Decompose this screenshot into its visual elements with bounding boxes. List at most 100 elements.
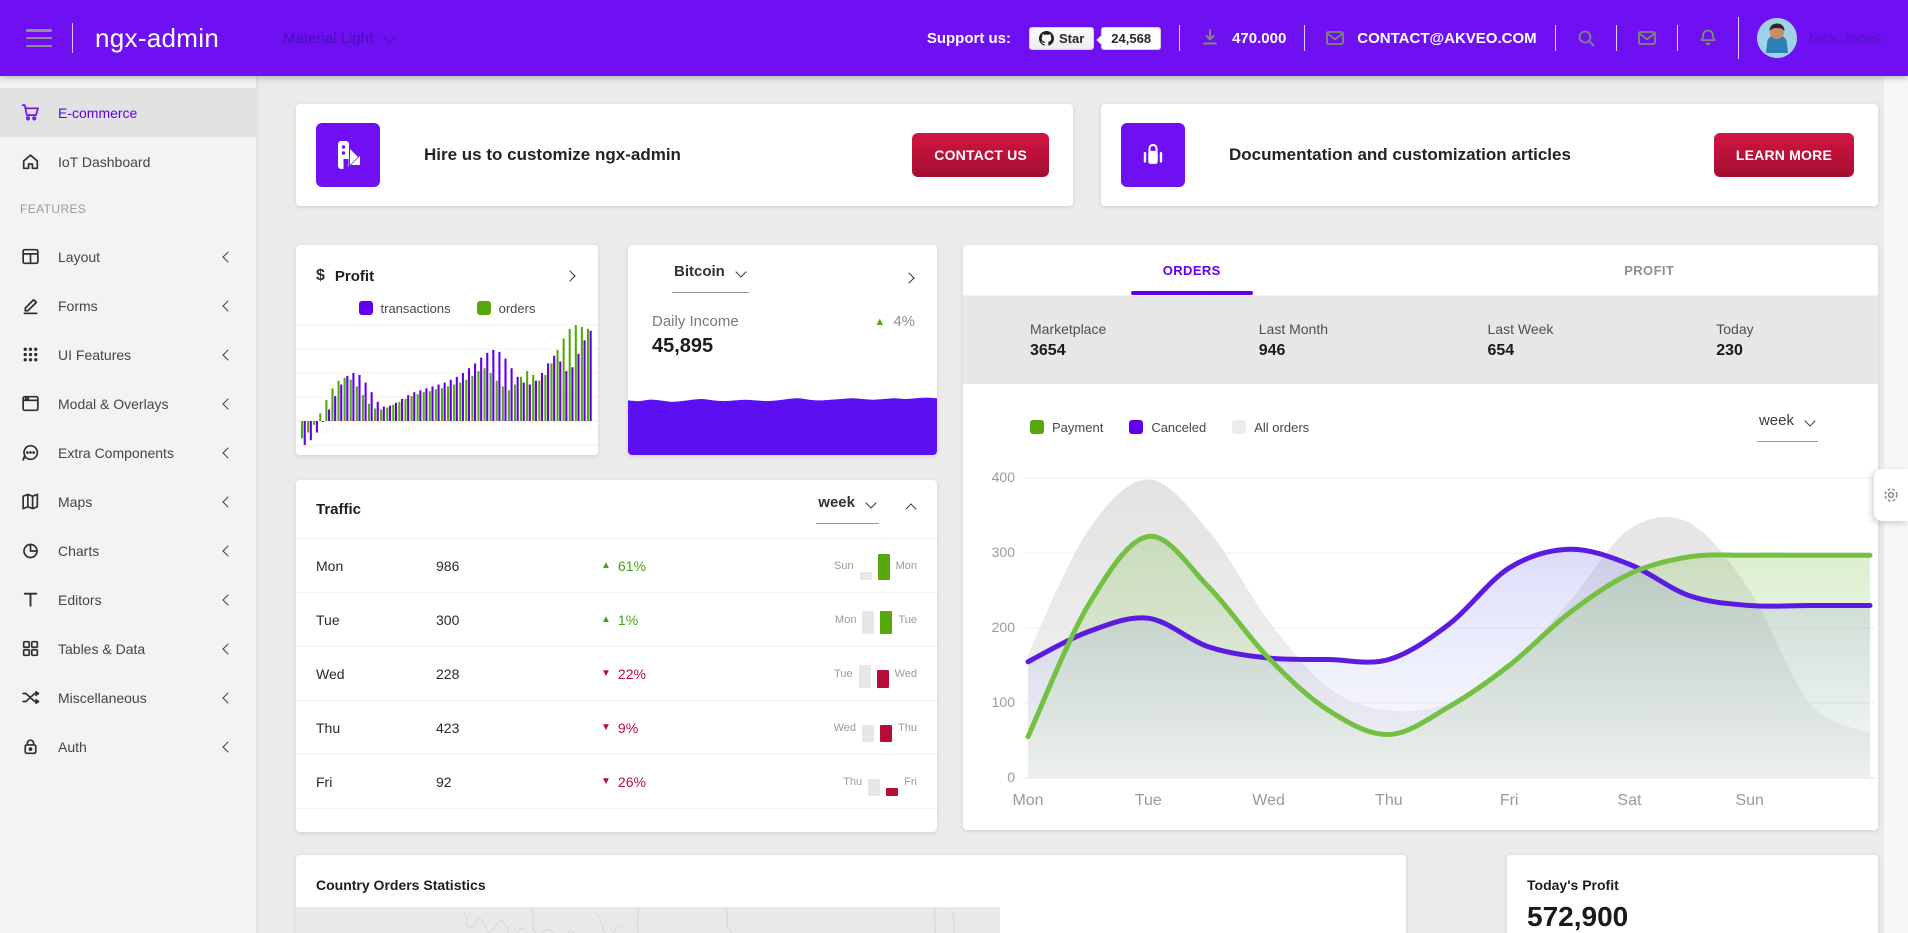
- sidebar-item-e-commerce[interactable]: E-commerce: [0, 88, 256, 137]
- traffic-period-select[interactable]: week: [816, 494, 879, 524]
- x-tick-label: Sun: [1735, 792, 1764, 809]
- banner-title: Hire us to customize ngx-admin: [424, 145, 681, 164]
- chevron-left-icon: [222, 593, 234, 606]
- sidebar-item-miscellaneous[interactable]: Miscellaneous: [0, 673, 256, 722]
- documentation-banner: Documentation and customization articles…: [1101, 104, 1878, 206]
- bell-icon[interactable]: [1696, 26, 1720, 50]
- github-star-button[interactable]: Star: [1029, 26, 1095, 50]
- sidebar-item-maps[interactable]: Maps: [0, 477, 256, 526]
- sidebar-item-charts[interactable]: Charts: [0, 526, 256, 575]
- sidebar-item-ui-features[interactable]: UI Features: [0, 330, 256, 379]
- theme-select[interactable]: Material Light: [283, 29, 395, 47]
- chevron-left-icon: [222, 544, 234, 557]
- search-icon[interactable]: [1574, 26, 1598, 50]
- traffic-value: 986: [436, 557, 460, 574]
- profit-legend: transactions orders: [296, 301, 598, 316]
- banner-title: Documentation and customization articles: [1229, 145, 1571, 164]
- current-day-bar: [877, 553, 890, 580]
- x-tick-label: Mon: [1012, 792, 1044, 809]
- sidebar-item-editors[interactable]: Editors: [0, 575, 256, 624]
- chevron-left-icon: [222, 495, 234, 508]
- legend-item-transactions: transactions: [358, 301, 451, 316]
- expand-card-button[interactable]: [562, 263, 578, 289]
- theme-select-value: Material Light: [283, 29, 374, 47]
- collapse-card-button[interactable]: [905, 503, 917, 515]
- world-map[interactable]: [296, 907, 1000, 933]
- traffic-compare-bars: Thu Fri: [843, 768, 917, 796]
- legend-swatch: [476, 301, 491, 315]
- orders-profit-card: ORDERS PROFIT Marketplace 3654 Last Mont…: [963, 245, 1878, 830]
- country-orders-title: Country Orders Statistics: [316, 877, 486, 893]
- stat-last-month: Last Month 946: [1258, 320, 1329, 359]
- gear-icon: [1884, 488, 1898, 502]
- user-name: Nick Jones: [1808, 29, 1882, 47]
- y-tick-label: 400: [991, 469, 1015, 485]
- contact-link[interactable]: CONTACT@AKVEO.COM: [1323, 26, 1537, 50]
- chevron-left-icon: [222, 642, 234, 655]
- current-day-bar: [880, 610, 893, 634]
- chevron-left-icon: [222, 691, 234, 704]
- currency-select-value: Bitcoin: [674, 263, 725, 280]
- sidebar-item-extra-components[interactable]: Extra Components: [0, 428, 256, 477]
- sidebar-item-label: IoT Dashboard: [58, 153, 151, 170]
- legend-item-all-orders: All orders: [1232, 419, 1309, 435]
- sidebar-item-layout[interactable]: Layout: [0, 232, 256, 281]
- sidebar-item-auth[interactable]: Auth: [0, 722, 256, 771]
- sidebar-item-label: UI Features: [58, 346, 132, 363]
- github-star-widget[interactable]: Star 24,568: [1029, 26, 1162, 50]
- header-divider: [1737, 17, 1739, 59]
- traffic-row: Mon 986 ▲ 61% Sun Mon: [296, 539, 937, 593]
- stat-today: Today 230: [1716, 320, 1754, 359]
- learn-more-button[interactable]: LEARN MORE: [1713, 133, 1854, 177]
- sidebar-item-label: Modal & Overlays: [58, 395, 169, 412]
- x-tick-label: Wed: [1252, 792, 1285, 809]
- legend-item-payment: Payment: [1030, 419, 1103, 435]
- contact-us-button[interactable]: CONTACT US: [912, 133, 1049, 177]
- expand-card-button[interactable]: [901, 265, 917, 291]
- traffic-compare-bars: Wed Thu: [834, 714, 917, 742]
- avatar[interactable]: [1756, 18, 1797, 58]
- stat-marketplace: Marketplace 3654: [1030, 320, 1107, 359]
- sidebar: E-commerce IoT Dashboard FEATURES Layout…: [0, 76, 256, 933]
- sidebar-item-modal-overlays[interactable]: Modal & Overlays: [0, 379, 256, 428]
- traffic-compare-bars: Sun Mon: [834, 552, 917, 580]
- sidebar-item-tables-data[interactable]: Tables & Data: [0, 624, 256, 673]
- traffic-delta: ▲ 61%: [601, 557, 646, 574]
- prev-day-bar: [868, 778, 881, 796]
- edit-icon: [20, 295, 41, 316]
- traffic-value: 92: [436, 773, 452, 790]
- main-content: Hire us to customize ngx-admin CONTACT U…: [256, 76, 1884, 933]
- chevron-down-icon: [865, 496, 877, 509]
- sidebar-toggle-button[interactable]: [26, 29, 52, 47]
- dollar-icon: $: [316, 267, 325, 284]
- traffic-day: Tue: [316, 611, 340, 628]
- user-menu[interactable]: Nick Jones: [1756, 18, 1882, 58]
- y-tick-label: 300: [991, 544, 1015, 560]
- traffic-delta: ▼ 26%: [601, 773, 646, 790]
- legend-swatch: [1030, 419, 1044, 434]
- traffic-compare-bars: Mon Tue: [835, 606, 917, 634]
- traffic-row: Fri 92 ▼ 26% Thu Fri: [296, 755, 937, 809]
- sidebar-item-forms[interactable]: Forms: [0, 281, 256, 330]
- pie-chart-icon: [20, 540, 41, 561]
- traffic-period-value: week: [818, 494, 855, 511]
- header-divider: [1179, 25, 1181, 51]
- tab-orders[interactable]: ORDERS: [963, 245, 1421, 295]
- header-divider: [1676, 25, 1678, 51]
- app-logo[interactable]: ngx-admin: [95, 22, 220, 53]
- chevron-left-icon: [222, 740, 234, 753]
- header-divider: [1615, 25, 1617, 51]
- tab-profit[interactable]: PROFIT: [1624, 262, 1675, 278]
- x-tick-label: Sat: [1617, 792, 1642, 809]
- sidebar-item-iot-dashboard[interactable]: IoT Dashboard: [0, 137, 256, 186]
- y-tick-label: 200: [991, 619, 1015, 635]
- settings-button[interactable]: [1874, 469, 1908, 521]
- message-circle-icon: [20, 442, 41, 463]
- orders-period-select[interactable]: week: [1756, 412, 1818, 442]
- currency-select[interactable]: Bitcoin: [672, 263, 749, 293]
- sidebar-item-label: Tables & Data: [58, 640, 146, 657]
- profit-card-title: Profit: [334, 267, 375, 285]
- traffic-value: 228: [436, 665, 460, 682]
- mail-icon[interactable]: [1635, 26, 1659, 50]
- github-star-count[interactable]: 24,568: [1101, 26, 1162, 50]
